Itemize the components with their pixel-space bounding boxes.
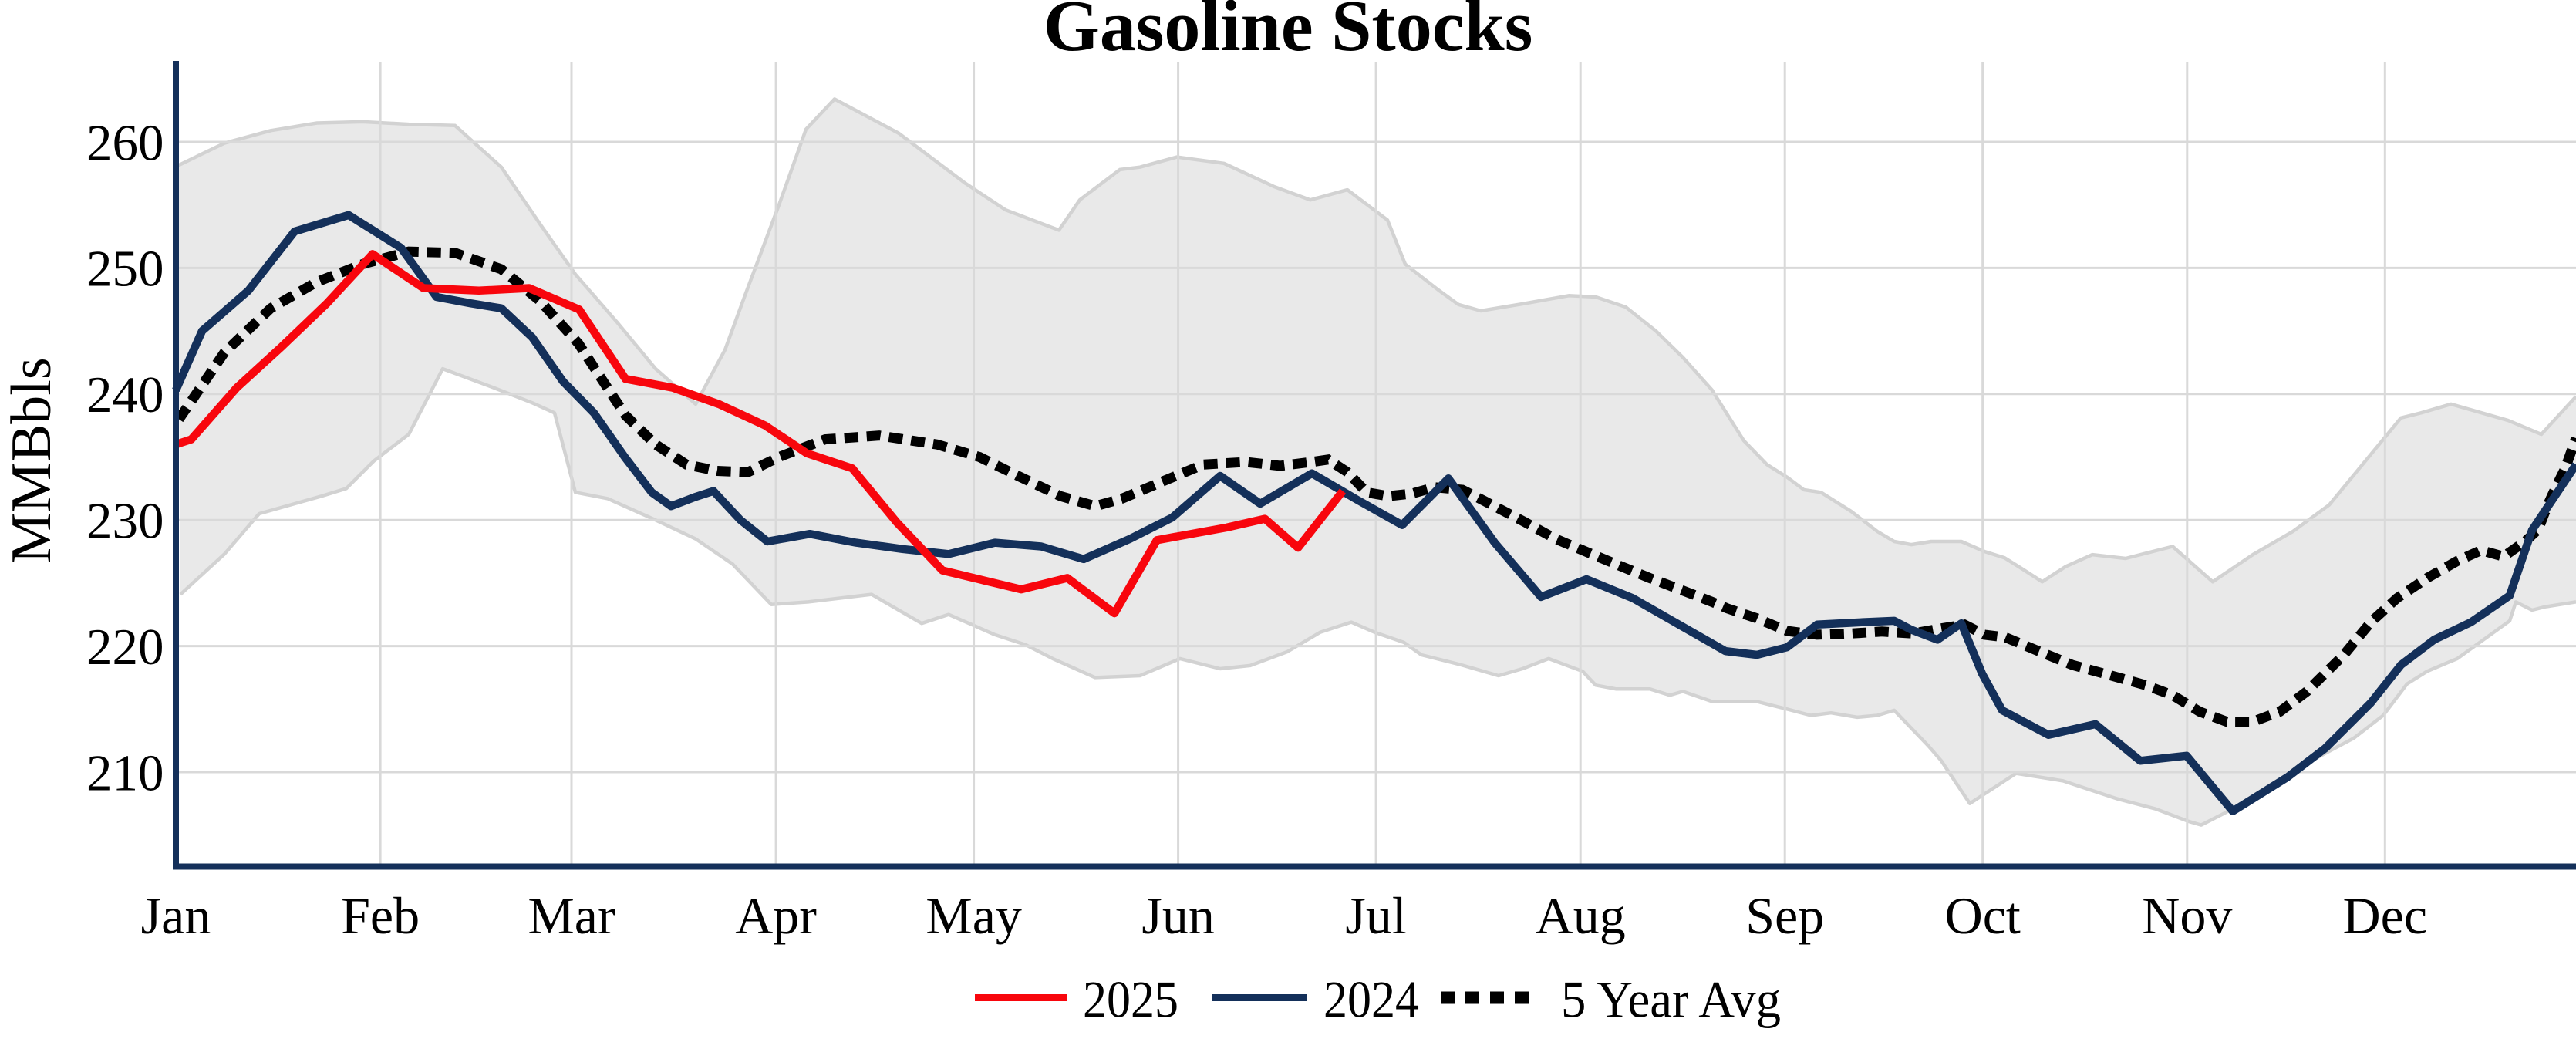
svg-text:250: 250 [86, 241, 164, 298]
svg-text:Feb: Feb [341, 886, 420, 945]
svg-text:240: 240 [86, 366, 164, 423]
svg-text:Gasoline Stocks: Gasoline Stocks [1044, 0, 1533, 66]
svg-text:Oct: Oct [1945, 886, 2021, 945]
svg-text:Jan: Jan [141, 886, 211, 945]
svg-text:Jul: Jul [1345, 886, 1406, 945]
svg-text:Jun: Jun [1141, 886, 1214, 945]
svg-text:Nov: Nov [2142, 886, 2232, 945]
svg-text:220: 220 [86, 619, 164, 676]
svg-text:5 Year Avg: 5 Year Avg [1561, 970, 1781, 1029]
svg-text:260: 260 [86, 114, 164, 171]
svg-text:210: 210 [86, 744, 164, 801]
svg-text:2024: 2024 [1323, 970, 1419, 1029]
svg-text:Sep: Sep [1745, 886, 1824, 945]
svg-text:Aug: Aug [1536, 886, 1626, 945]
svg-text:Mar: Mar [528, 886, 615, 945]
svg-text:MMBbls: MMBbls [0, 357, 63, 563]
svg-text:May: May [926, 886, 1022, 945]
svg-text:230: 230 [86, 493, 164, 550]
svg-text:Dec: Dec [2343, 886, 2427, 945]
svg-text:Apr: Apr [735, 886, 817, 945]
svg-text:2025: 2025 [1083, 970, 1178, 1029]
